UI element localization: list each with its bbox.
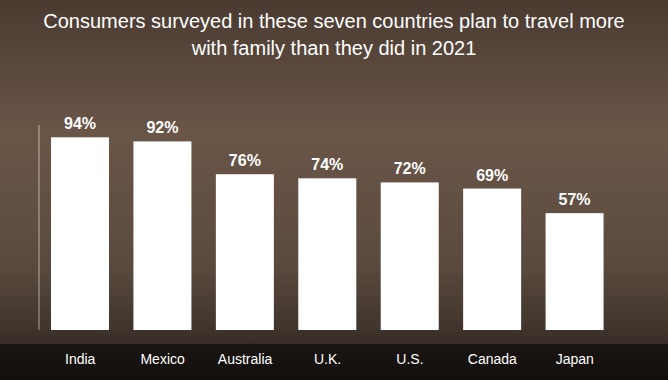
svg-text:U.K.: U.K. xyxy=(314,351,341,367)
html-text:Consumers surveyed in these se: Consumers surveyed in these seven countr… xyxy=(43,10,625,59)
svg-text:57%: 57% xyxy=(559,191,591,208)
svg-text:94%: 94% xyxy=(64,115,96,132)
svg-text:U.S.: U.S. xyxy=(396,351,423,367)
svg-text:69%: 69% xyxy=(476,167,508,184)
svg-text:Canada: Canada xyxy=(468,351,517,367)
svg-text:92%: 92% xyxy=(146,119,178,136)
svg-text:Japan: Japan xyxy=(556,351,594,367)
svg-text:72%: 72% xyxy=(394,160,426,177)
svg-text:Australia: Australia xyxy=(218,351,273,367)
svg-text:India: India xyxy=(65,351,96,367)
svg-text:74%: 74% xyxy=(311,156,343,173)
svg-text:76%: 76% xyxy=(229,152,261,169)
svg-text:Mexico: Mexico xyxy=(140,351,185,367)
